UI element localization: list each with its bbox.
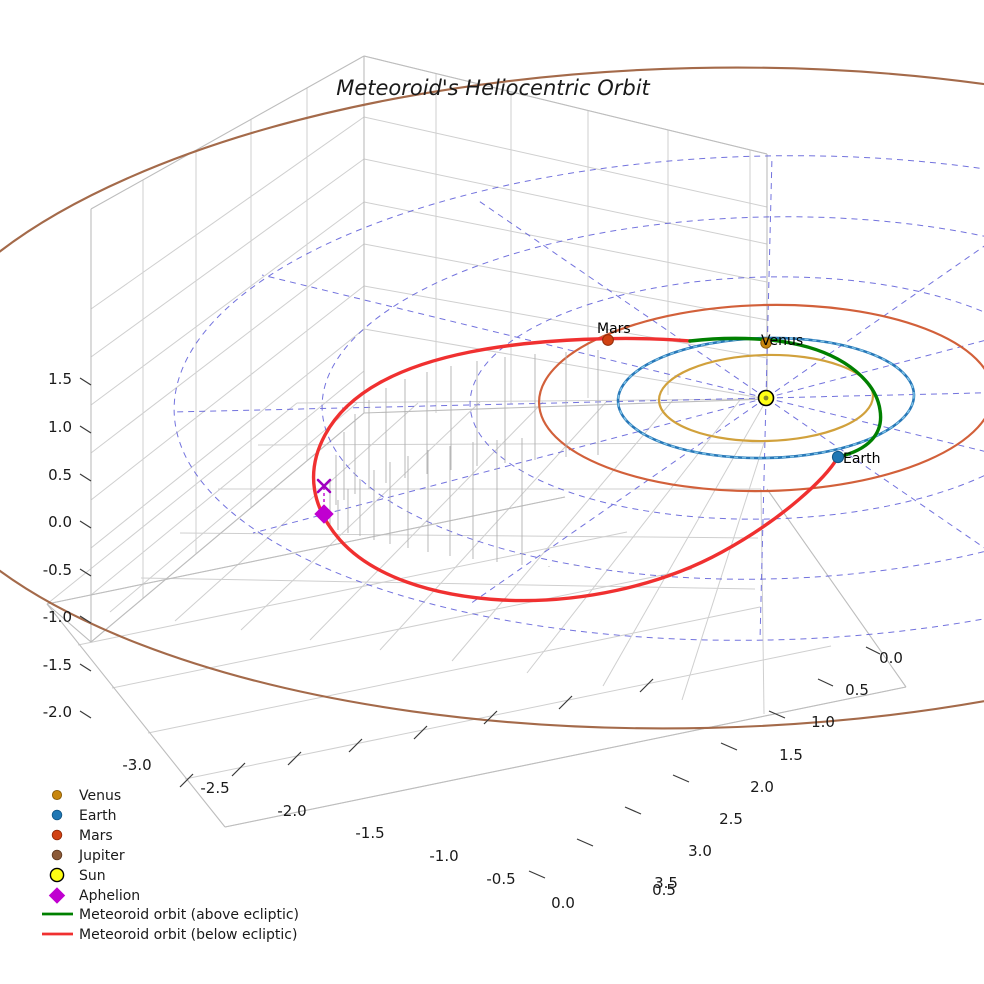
aphelion-diamond-icon [48,887,66,904]
legend-label-mars: Mars [79,828,113,844]
mars-orbit [537,303,984,493]
legend-label-aphelion: Aphelion [79,888,140,904]
y-tick-4: 2.0 [750,778,774,796]
x-tick-5: -0.5 [486,870,515,888]
aphelion-markers [314,478,334,524]
axes-box-edges [46,55,907,828]
orbit-droplines [329,350,599,567]
venus-marker-icon [51,789,63,801]
page-title: Meteoroid's Heliocentric Orbit [336,76,650,100]
polar-grid-ecliptic [173,155,984,641]
x-tick-0: -3.0 [122,756,151,774]
venus-label: Venus [761,333,803,349]
z-tick-1: 1.0 [48,418,72,436]
legend-item-mars[interactable]: Mars [51,828,113,844]
plot-legend: Venus Earth Mars Jupiter [42,788,299,943]
sun-marker-icon [49,867,65,883]
venus-marker [760,337,772,349]
sun-marker [757,389,775,407]
jupiter-marker-icon [51,849,63,861]
y-tick-3: 1.5 [779,746,803,764]
z-axis-tick-labels: 1.5 1.0 0.5 0.0 -0.5 -1.0 -1.5 -2.0 [43,370,72,721]
x-tick-4: -1.0 [429,847,458,865]
legend-label-venus: Venus [79,788,121,804]
y-tick-6: 3.0 [688,842,712,860]
venus-orbit [657,353,875,443]
z-axis-ticks [79,377,92,719]
z-tick-3: 0.0 [48,513,72,531]
legend-label-earth: Earth [79,808,117,824]
axes-panes [46,55,907,828]
z-tick-6: -1.5 [43,656,72,674]
z-tick-0: 1.5 [48,370,72,388]
legend-label-sun: Sun [79,868,106,884]
legend-item-jupiter[interactable]: Jupiter [51,848,125,864]
mars-marker-icon [51,829,63,841]
x-tick-6: 0.0 [551,894,575,912]
z-tick-4: -0.5 [43,561,72,579]
y-axis-ticks [528,646,881,879]
legend-item-sun[interactable]: Sun [49,867,106,884]
y-tick-1: 0.5 [845,681,869,699]
x-tick-1: -2.5 [200,779,229,797]
left-pane-grid [90,56,365,643]
z-tick-7: -2.0 [43,703,72,721]
legend-item-orbit-below[interactable]: Meteoroid orbit (below ecliptic) [42,927,297,943]
legend-label-orbit-below: Meteoroid orbit (below ecliptic) [79,927,297,943]
jupiter-orbit [0,66,984,730]
legend-item-venus[interactable]: Venus [51,788,121,804]
bottom-pane-grid [46,398,907,828]
legend-item-aphelion[interactable]: Aphelion [48,887,141,904]
meteoroid-orbit-below [311,336,840,603]
mars-marker [602,334,614,346]
x-tick-7: 0.5 [652,881,676,899]
legend-item-earth[interactable]: Earth [51,808,117,824]
meteoroid-orbit-above [688,336,883,459]
mars-label: Mars [597,321,631,337]
y-tick-0: 0.0 [879,649,903,667]
z-tick-5: -1.0 [43,608,72,626]
y-tick-7: 3.5 [654,874,678,892]
legend-label-orbit-above: Meteoroid orbit (above ecliptic) [79,907,299,923]
x-axis-ticks [179,678,654,788]
legend-item-orbit-above[interactable]: Meteoroid orbit (above ecliptic) [42,907,299,923]
earth-marker-icon [51,809,63,821]
x-axis-tick-labels: -3.0 -2.5 -2.0 -1.5 -1.0 -0.5 0.0 0.5 [122,756,676,912]
y-tick-5: 2.5 [719,810,743,828]
z-tick-2: 0.5 [48,466,72,484]
x-tick-3: -1.5 [355,824,384,842]
x-tick-2: -2.0 [277,802,306,820]
earth-label: Earth [843,451,881,467]
earth-marker [831,450,845,464]
y-axis-tick-labels: 0.0 0.5 1.0 1.5 2.0 2.5 3.0 3.5 [654,649,903,892]
legend-label-jupiter: Jupiter [78,848,125,864]
y-tick-2: 1.0 [811,713,835,731]
